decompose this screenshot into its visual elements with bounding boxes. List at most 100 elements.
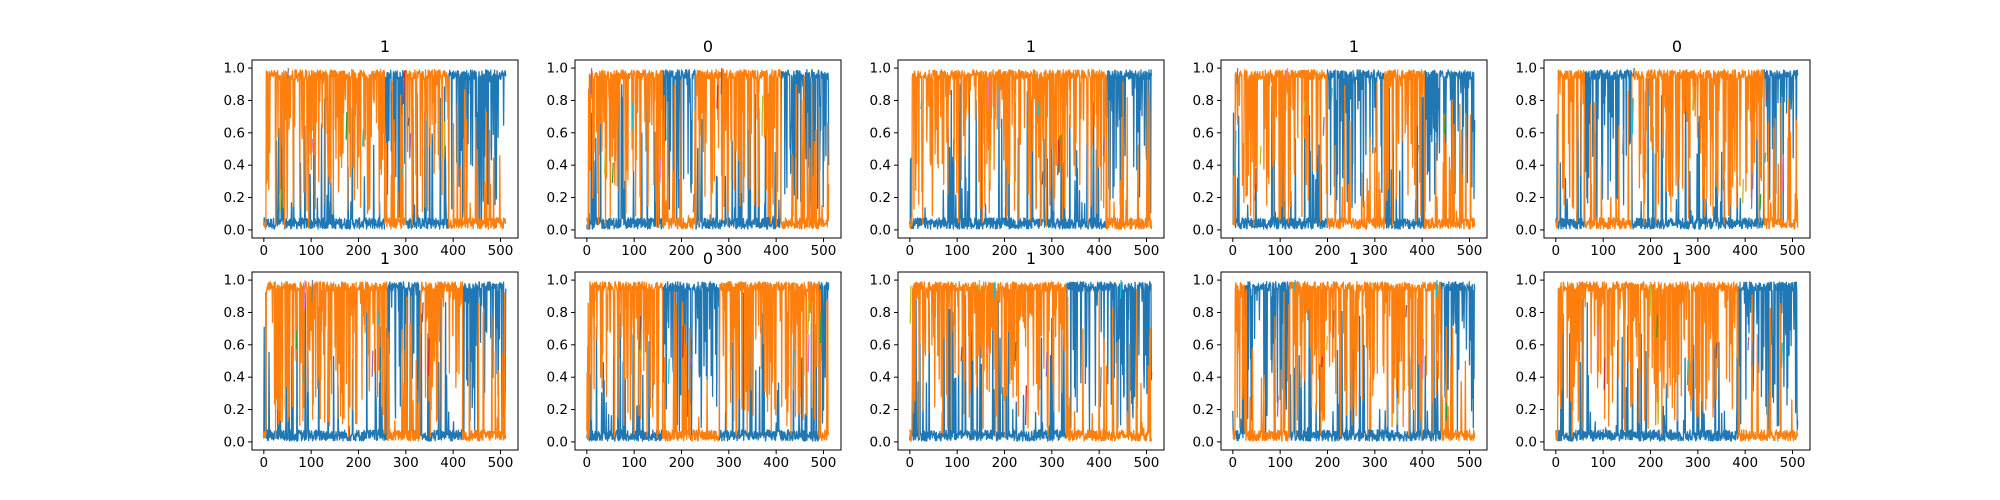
accent-series-line <box>1657 396 1660 425</box>
subplot-title: 1 <box>1349 37 1359 56</box>
accent-series-line <box>639 316 642 350</box>
y-tick-label: 0.4 <box>1516 158 1537 174</box>
axes-frame <box>574 271 842 451</box>
accent-series-line <box>1759 194 1762 211</box>
x-tick-label: 100 <box>944 455 970 471</box>
series-orange-line <box>586 281 830 442</box>
y-tick-label: 0.2 <box>547 402 568 418</box>
plot-area <box>1232 68 1476 230</box>
x-tick-label: 100 <box>621 243 647 259</box>
accent-series-line <box>631 103 634 131</box>
plot-area <box>586 281 830 442</box>
y-tick-label: 0.8 <box>547 305 568 321</box>
y-tick-label: 1.0 <box>1516 273 1537 289</box>
subplot-title: 0 <box>703 37 713 56</box>
y-tick-label: 0.8 <box>224 93 245 109</box>
subplot-title: 1 <box>1349 249 1359 268</box>
x-tick-label: 200 <box>1638 455 1664 471</box>
plot-area <box>909 69 1153 230</box>
x-tick-label: 100 <box>1267 455 1293 471</box>
accent-series-line <box>666 108 669 141</box>
y-tick-label: 0.8 <box>870 93 891 109</box>
x-tick-label: 200 <box>992 455 1018 471</box>
x-tick-label: 200 <box>346 455 372 471</box>
x-tick-label: 100 <box>298 455 324 471</box>
accent-series-line <box>1330 88 1333 103</box>
accent-series-line <box>819 311 822 344</box>
x-tick-label: 0 <box>260 243 269 259</box>
accent-series-line <box>1715 342 1718 359</box>
accent-series-line <box>807 300 810 334</box>
x-tick-label: 100 <box>298 243 324 259</box>
accent-series-line <box>1781 154 1784 192</box>
x-tick-label: 100 <box>1590 455 1616 471</box>
x-tick-label: 400 <box>1086 243 1112 259</box>
x-tick-label: 200 <box>1315 455 1341 471</box>
x-tick-label: 500 <box>488 243 514 259</box>
accent-series-line <box>1692 86 1695 111</box>
accent-series-line <box>1236 68 1239 84</box>
subplot-title: 1 <box>1026 37 1036 56</box>
accent-series-line <box>689 357 692 369</box>
accent-series-line <box>1322 116 1325 136</box>
series-blue-line <box>1232 69 1476 230</box>
subplot-9: 0 100 200 300 400 500 0.0 0.2 0.4 0.6 0.8 1.0 1 <box>1193 249 1488 471</box>
x-tick-label: 100 <box>1590 243 1616 259</box>
accent-series-line <box>1259 145 1262 165</box>
accent-series-line <box>345 111 348 140</box>
x-tick-label: 200 <box>346 243 372 259</box>
x-tick-label: 400 <box>1409 243 1435 259</box>
x-tick-label: 500 <box>811 243 837 259</box>
accent-series-line <box>378 310 381 325</box>
accent-series-line <box>1037 100 1040 116</box>
accent-series-line <box>1751 342 1754 366</box>
x-tick-label: 300 <box>716 455 742 471</box>
x-tick-label: 0 <box>260 455 269 471</box>
y-tick-label: 0.4 <box>224 370 245 386</box>
accent-series-line <box>1435 280 1438 297</box>
accent-series-line <box>1014 341 1017 362</box>
accent-series-line <box>611 162 614 184</box>
accent-series-line <box>407 117 410 127</box>
y-tick-label: 0.2 <box>870 190 891 206</box>
accent-series-line <box>280 372 283 384</box>
subplot-title: 0 <box>703 249 713 268</box>
y-tick-label: 0.0 <box>870 434 891 450</box>
axes-frame <box>1543 59 1811 239</box>
accent-series-line <box>1102 137 1105 156</box>
accent-series-line <box>371 350 374 377</box>
y-tick-label: 0.2 <box>224 402 245 418</box>
y-tick-label: 0.4 <box>547 370 568 386</box>
accent-series-line <box>1396 397 1399 425</box>
y-tick-label: 0.8 <box>1193 93 1214 109</box>
series-blue-line <box>1232 281 1476 442</box>
accent-series-line <box>1596 326 1599 359</box>
accent-series-line <box>362 129 365 147</box>
accent-series-line <box>311 138 314 153</box>
subplot-7: 0 100 200 300 400 500 0.0 0.2 0.4 0.6 0.8 1.0 0 <box>547 249 842 471</box>
axes-frame <box>1220 59 1488 239</box>
accent-series-line <box>311 280 314 302</box>
y-tick-label: 1.0 <box>547 273 568 289</box>
axes-frame <box>1220 271 1488 451</box>
y-tick-label: 0.8 <box>870 305 891 321</box>
accent-series-line <box>720 68 723 95</box>
y-tick-label: 0.0 <box>224 434 245 450</box>
accent-series-line <box>427 337 430 376</box>
y-tick-label: 1.0 <box>224 273 245 289</box>
y-tick-label: 1.0 <box>1193 273 1214 289</box>
x-tick-label: 0 <box>1552 243 1561 259</box>
subplot-10: 0 100 200 300 400 500 0.0 0.2 0.4 0.6 0.8 1.0 1 <box>1516 249 1811 471</box>
y-tick-label: 0.8 <box>1516 305 1537 321</box>
accent-series-line <box>1119 280 1122 299</box>
series-blue-line <box>1555 69 1799 230</box>
accent-series-line <box>716 85 719 109</box>
plot-area <box>1555 281 1799 442</box>
y-tick-label: 0.8 <box>224 305 245 321</box>
y-tick-label: 0.4 <box>1193 370 1214 386</box>
accent-series-line <box>403 70 406 105</box>
y-tick-label: 0.4 <box>870 158 891 174</box>
plot-area <box>263 280 507 442</box>
accent-series-line <box>1293 280 1296 290</box>
